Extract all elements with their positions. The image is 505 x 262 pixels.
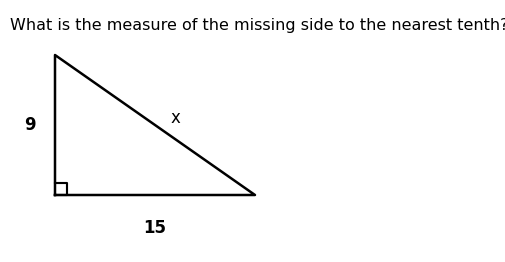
Text: 15: 15 — [143, 219, 167, 237]
Text: x: x — [170, 109, 180, 127]
Text: What is the measure of the missing side to the nearest tenth?: What is the measure of the missing side … — [10, 18, 505, 33]
Text: 9: 9 — [24, 116, 36, 134]
